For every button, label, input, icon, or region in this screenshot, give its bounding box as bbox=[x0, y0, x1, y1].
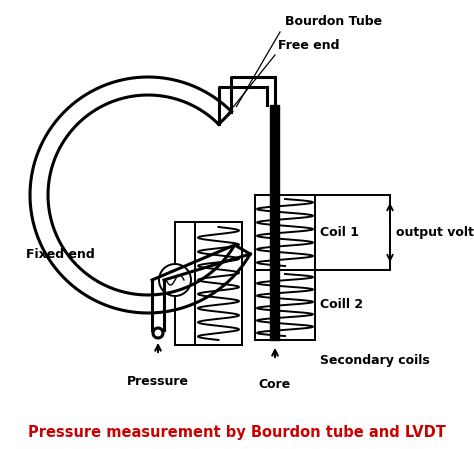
Text: Pressure: Pressure bbox=[127, 375, 189, 388]
Text: Pressure measurement by Bourdon tube and LVDT: Pressure measurement by Bourdon tube and… bbox=[28, 424, 446, 440]
Text: Core: Core bbox=[259, 378, 291, 391]
Text: Fixed end: Fixed end bbox=[26, 248, 94, 261]
Text: Coil 1: Coil 1 bbox=[320, 226, 359, 239]
Text: Bourdon Tube: Bourdon Tube bbox=[285, 15, 382, 28]
Text: Secondary coils: Secondary coils bbox=[320, 354, 430, 367]
Text: output voltage: output voltage bbox=[396, 226, 474, 239]
FancyBboxPatch shape bbox=[271, 105, 280, 340]
Text: Coill 2: Coill 2 bbox=[320, 299, 363, 312]
Text: Free end: Free end bbox=[278, 39, 339, 52]
